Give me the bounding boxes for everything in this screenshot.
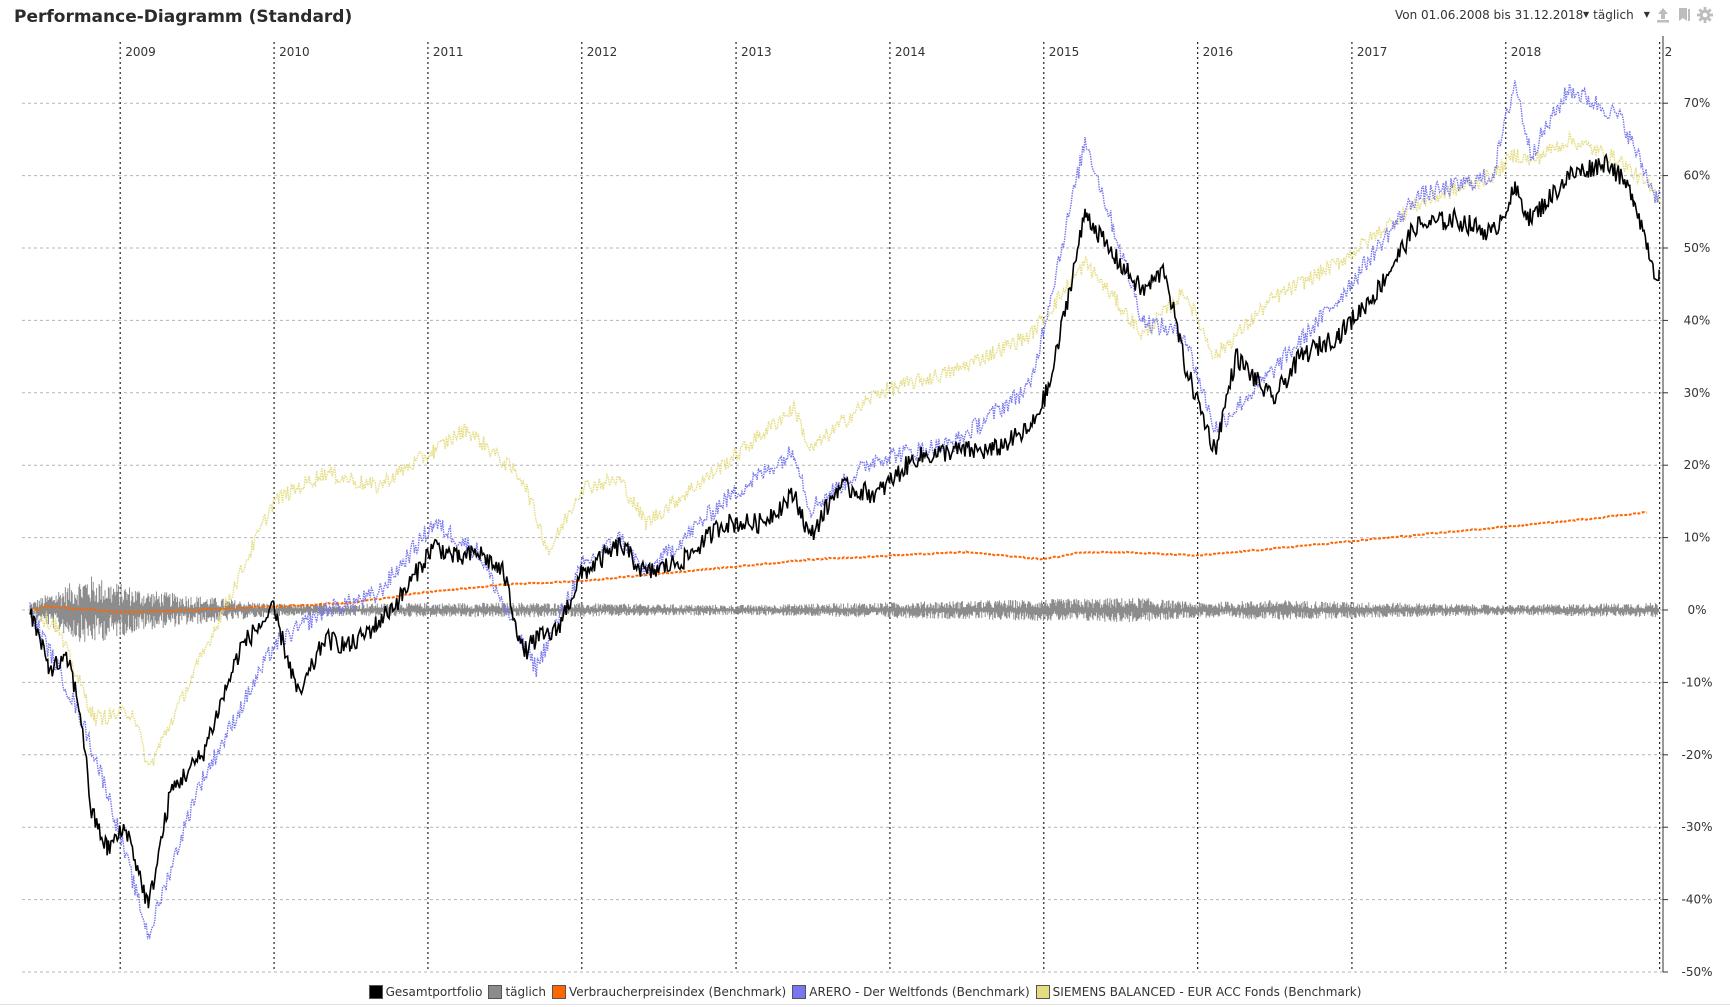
legend-item[interactable]: täglich: [488, 985, 546, 999]
y-tick-label: 50%: [1684, 241, 1711, 255]
chart-legend: Gesamtportfolio täglich Verbraucherpreisin…: [0, 985, 1730, 1003]
page-title: Performance-Diagramm (Standard): [14, 7, 353, 27]
legend-item[interactable]: Verbraucherpreisindex (Benchmark): [552, 985, 786, 999]
chevron-down-icon: ▼: [1583, 10, 1590, 19]
year-label: 2017: [1357, 45, 1388, 59]
legend-swatch: [1035, 985, 1050, 999]
series-siemens[interactable]: [29, 131, 1660, 766]
y-tick-label: -20%: [1681, 748, 1712, 762]
y-tick-label: 20%: [1684, 458, 1711, 472]
series-arero[interactable]: [29, 80, 1660, 940]
legend-label: Gesamtportfolio: [385, 985, 483, 999]
legend-item[interactable]: SIEMENS BALANCED - EUR ACC Fonds (Benchm…: [1035, 985, 1362, 999]
legend-label: Verbraucherpreisindex (Benchmark): [569, 985, 787, 999]
period-select-value: täglich: [1593, 8, 1634, 22]
legend-label: täglich: [505, 985, 546, 999]
year-label: 2010: [279, 45, 310, 59]
legend-label: SIEMENS BALANCED - EUR ACC Fonds (Benchm…: [1052, 985, 1362, 999]
year-label: 2012: [587, 45, 618, 59]
year-label: 2015: [1049, 45, 1080, 59]
legend-swatch: [368, 985, 383, 999]
y-tick-label: -30%: [1681, 820, 1712, 834]
year-label: 2011: [433, 45, 464, 59]
y-tick-label: 10%: [1684, 531, 1711, 545]
year-label: 2016: [1203, 45, 1234, 59]
year-label: 2014: [895, 45, 926, 59]
series-gesamtportfolio[interactable]: [29, 152, 1660, 909]
year-label: 2018: [1511, 45, 1542, 59]
legend-swatch: [552, 985, 566, 999]
year-label: 2009: [125, 45, 156, 59]
legend-swatch: [792, 985, 807, 999]
period-select[interactable]: ▼ täglich ▼: [1583, 8, 1650, 22]
legend-item[interactable]: ARERO - Der Weltfonds (Benchmark): [792, 985, 1030, 999]
y-tick-label: -50%: [1681, 965, 1712, 979]
y-tick-label: 40%: [1684, 313, 1711, 327]
series-vpi[interactable]: [29, 511, 1647, 614]
y-tick-label: -10%: [1681, 675, 1712, 689]
upload-icon[interactable]: [1655, 6, 1671, 24]
bookmark-icon[interactable]: [1676, 6, 1692, 24]
divider: [0, 1004, 1730, 1005]
gear-icon[interactable]: [1696, 6, 1713, 24]
date-range-label[interactable]: Von 01.06.2008 bis 31.12.2018: [1395, 8, 1584, 22]
legend-swatch: [488, 985, 503, 999]
y-tick-label: 30%: [1684, 386, 1711, 400]
legend-label: ARERO - Der Weltfonds (Benchmark): [809, 985, 1030, 999]
y-tick-label: 60%: [1684, 169, 1711, 183]
chevron-down-icon: ▼: [1643, 10, 1650, 19]
y-tick-label: -40%: [1681, 893, 1712, 907]
year-label: 2013: [741, 45, 772, 59]
y-tick-label: 0%: [1687, 603, 1706, 617]
y-tick-label: 70%: [1684, 96, 1711, 110]
chart-header: Performance-Diagramm (Standard) Von 01.0…: [0, 0, 1730, 34]
year-label: 2: [1665, 45, 1673, 59]
legend-item[interactable]: Gesamtportfolio: [368, 985, 483, 999]
